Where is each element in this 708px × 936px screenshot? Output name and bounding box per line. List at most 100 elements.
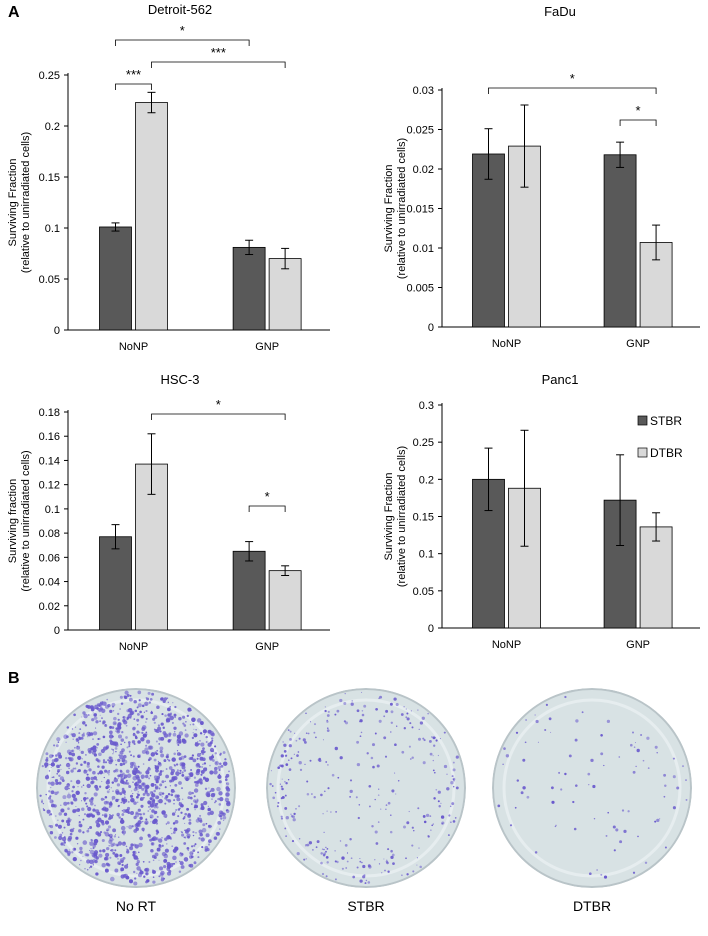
colony-dot xyxy=(102,761,106,764)
x-tick-label: GNP xyxy=(626,338,650,350)
colony-dot xyxy=(114,849,117,852)
colony-dot xyxy=(46,809,51,814)
colony-dot xyxy=(112,842,116,846)
colony-dot xyxy=(114,722,116,725)
colony-dot xyxy=(600,752,604,756)
colony-dot xyxy=(117,758,121,763)
colony-dot xyxy=(269,782,272,786)
colony-dot xyxy=(171,757,176,762)
colony-dot xyxy=(435,739,438,742)
colony-dot xyxy=(127,800,130,803)
colony-dot xyxy=(200,805,204,809)
colony-dot xyxy=(361,713,365,717)
colony-dot xyxy=(295,808,297,810)
colony-dot xyxy=(135,771,138,774)
colony-dot xyxy=(305,858,307,860)
colony-dot xyxy=(411,756,414,759)
colony-dot xyxy=(97,832,102,837)
colony-dot xyxy=(359,857,361,860)
colony-dot xyxy=(148,861,151,863)
colony-dot xyxy=(109,801,113,804)
colony-dot xyxy=(104,761,108,764)
colony-dot xyxy=(145,751,148,754)
colony-dot xyxy=(193,780,197,784)
colony-dot xyxy=(134,735,138,738)
colony-dot xyxy=(440,815,445,819)
colony-dot xyxy=(102,735,106,739)
colony-dot xyxy=(161,796,163,798)
colony-dot xyxy=(522,758,526,762)
significance-bracket xyxy=(488,87,657,94)
colony-dot xyxy=(104,807,109,812)
colony-dot xyxy=(545,703,548,706)
colony-dot xyxy=(186,807,190,811)
colony-dot xyxy=(334,746,338,751)
colony-dot xyxy=(117,777,119,779)
colony-dot xyxy=(284,780,286,783)
colony-dot xyxy=(672,775,676,779)
colony-dot xyxy=(166,697,169,699)
colony-dot xyxy=(130,765,134,769)
colony-dot xyxy=(70,780,73,783)
colony-dot xyxy=(163,697,168,701)
colony-dot xyxy=(128,743,131,746)
colony-dot xyxy=(183,755,187,758)
colony-dot xyxy=(168,759,171,762)
colony-dot xyxy=(337,776,340,779)
colony-dot xyxy=(361,861,363,864)
colony-dot xyxy=(323,831,325,834)
colony-dot xyxy=(430,829,432,831)
colony-dot xyxy=(285,763,289,766)
colony-dot xyxy=(343,720,347,723)
colony-dot xyxy=(191,736,195,740)
colony-dot xyxy=(183,857,189,862)
colony-dot xyxy=(130,797,135,803)
colony-dot xyxy=(138,784,141,787)
colony-dot xyxy=(175,763,179,766)
colony-dot xyxy=(172,831,176,834)
colony-dot xyxy=(67,817,71,821)
colony-dot xyxy=(178,757,182,761)
colony-dot xyxy=(213,836,218,840)
colony-dot xyxy=(86,764,90,768)
colony-dot xyxy=(161,713,164,716)
colony-dot xyxy=(173,803,175,805)
colony-dot xyxy=(189,863,194,868)
colony-dot xyxy=(152,869,154,872)
colony-dot xyxy=(202,823,206,827)
colony-dot xyxy=(672,806,676,810)
colony-dot xyxy=(101,838,105,843)
colony-dot xyxy=(132,781,134,783)
colony-dot xyxy=(515,731,519,734)
colony-dot xyxy=(84,792,87,795)
colony-dot xyxy=(179,860,181,863)
colony-dot xyxy=(166,755,169,758)
colony-dot xyxy=(119,773,124,778)
colony-dot xyxy=(534,714,536,716)
colony-dot xyxy=(446,787,450,791)
colony-dot xyxy=(82,818,85,821)
colony-dot xyxy=(86,797,89,800)
colony-dot xyxy=(45,752,49,756)
colony-dot xyxy=(359,735,362,738)
colony-dot xyxy=(630,743,633,747)
colony-dot xyxy=(155,829,159,833)
colony-dot xyxy=(392,862,395,865)
colony-dot xyxy=(137,861,139,864)
colony-dot xyxy=(401,750,405,754)
colony-dot xyxy=(179,861,184,866)
colony-dot xyxy=(83,732,85,735)
colony-dot xyxy=(418,847,420,849)
colony-dot xyxy=(133,718,136,720)
colony-dot xyxy=(132,792,134,795)
colony-dot xyxy=(64,756,68,760)
colony-dot xyxy=(644,861,648,864)
colony-dot xyxy=(385,709,389,713)
colony-dot xyxy=(120,825,126,831)
colony-dot xyxy=(385,860,389,864)
colony-dot xyxy=(102,759,106,762)
colony-dot xyxy=(153,728,156,731)
colony-dot xyxy=(156,705,160,709)
colony-dot xyxy=(408,810,410,813)
colony-dot xyxy=(432,755,434,757)
